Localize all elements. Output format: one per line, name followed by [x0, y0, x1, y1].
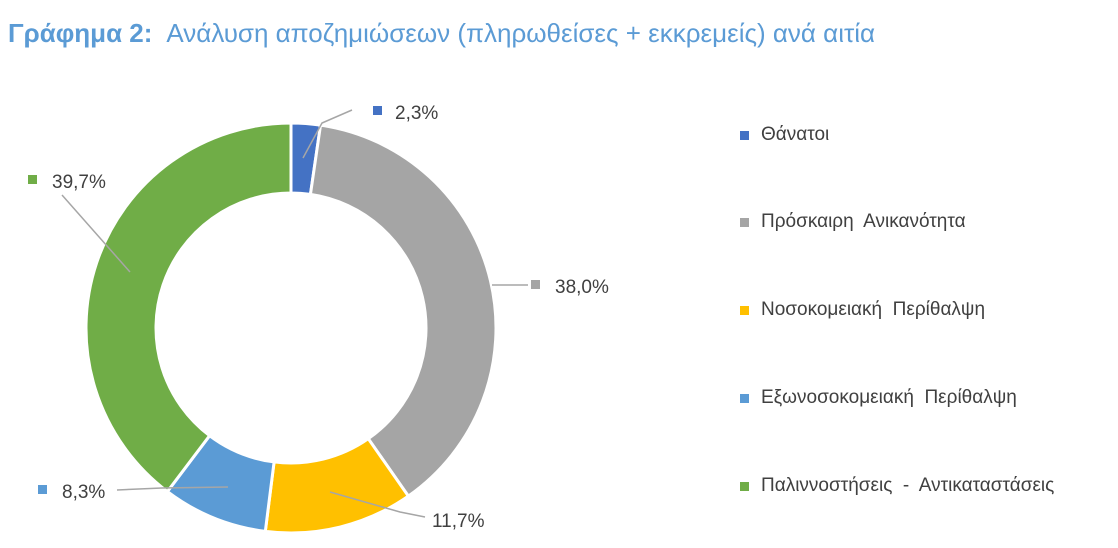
leader-line-4 — [116, 486, 229, 491]
data-label-marker-5 — [28, 175, 37, 184]
data-label-marker-1 — [373, 106, 382, 115]
leader-line-3 — [329, 491, 426, 518]
donut-slice-5 — [84, 121, 293, 494]
chart-title: Γράφημα 2: Ανάλυση αποζημιώσεων (πληρωθεί… — [8, 18, 875, 49]
legend-label-5: Παλιννοστήσεις - Αντικαταστάσεις — [761, 475, 1055, 496]
legend-item-3: Νοσοκομειακή Περίθαλψη — [740, 299, 985, 321]
data-label-marker-4 — [38, 485, 47, 494]
data-label-5: 39,7% — [52, 172, 106, 193]
donut-slice-2 — [308, 123, 498, 499]
data-label-marker-2 — [531, 280, 540, 289]
data-label-2: 38,0% — [555, 277, 609, 298]
legend-label-4: Εξωνοσοκομειακή Περίθαλψη — [761, 387, 1017, 408]
chart-legend: Θάνατοι Πρόσκαιρη Ανικανότητα Νοσοκομειακή… — [740, 0, 1118, 548]
chart-title-prefix: Γράφημα 2: — [8, 18, 153, 48]
leader-line-5 — [61, 194, 131, 273]
legend-swatch-2 — [740, 217, 749, 227]
leader-line-1 — [302, 109, 353, 159]
legend-swatch-4 — [740, 393, 749, 403]
data-label-3: 11,7% — [432, 511, 485, 532]
donut-chart: 2,3% 38,0% 11,7% 8,3% 39,7% — [28, 103, 609, 535]
legend-label-3: Νοσοκομειακή Περίθαλψη — [761, 299, 986, 320]
chart-title-text: Ανάλυση αποζημιώσεων (πληρωθείσες + εκκρ… — [166, 18, 876, 48]
legend-swatch-5 — [740, 481, 749, 491]
legend-label-1: Θάνατοι — [761, 124, 830, 145]
legend-item-5: Παλιννοστήσεις - Αντικαταστάσεις — [740, 475, 1054, 497]
data-label-4: 8,3% — [62, 482, 105, 503]
data-label-1: 2,3% — [395, 103, 438, 124]
legend-item-2: Πρόσκαιρη Ανικανότητα — [740, 211, 966, 233]
legend-label-2: Πρόσκαιρη Ανικανότητα — [761, 211, 966, 232]
legend-swatch-1 — [740, 130, 749, 140]
legend-item-1: Θάνατοι — [740, 124, 829, 146]
legend-swatch-3 — [740, 305, 749, 315]
legend-item-4: Εξωνοσοκομειακή Περίθαλψη — [740, 387, 1017, 409]
